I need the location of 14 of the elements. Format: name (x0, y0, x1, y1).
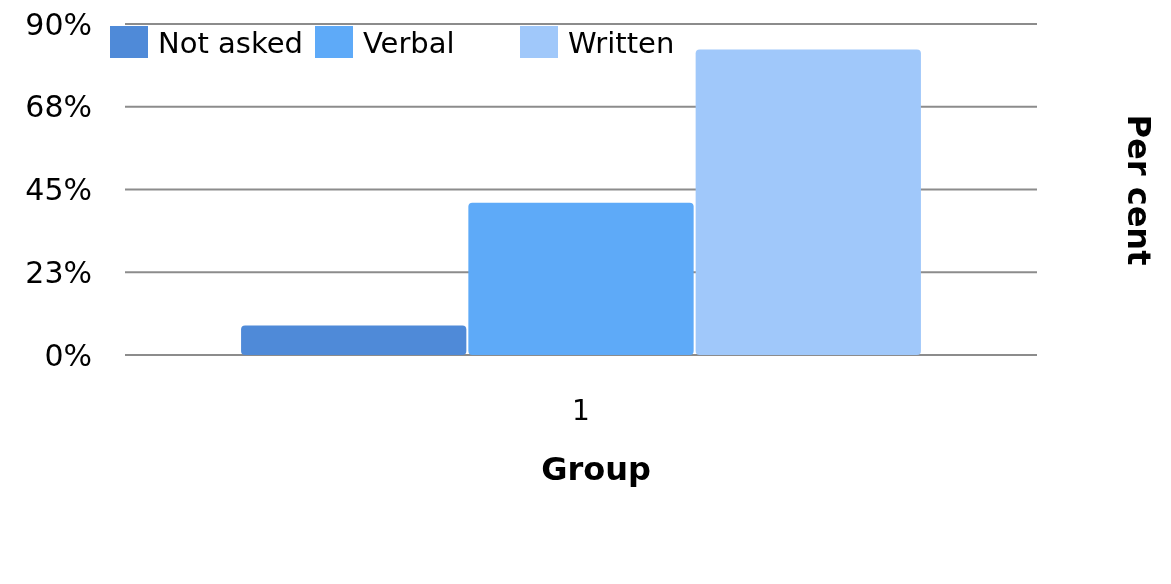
y-axis-title: Per cent (1120, 114, 1158, 266)
y-tick-label: 90% (25, 6, 92, 42)
x-tick-label: 1 (572, 394, 590, 427)
bar (695, 49, 921, 355)
y-tick-label: 23% (25, 254, 92, 290)
y-tick-label: 45% (25, 172, 92, 207)
y-tick-label: 68% (25, 89, 92, 125)
legend-label: Written (568, 26, 675, 60)
x-axis-title: Group (541, 450, 651, 488)
bar (468, 202, 694, 355)
bar (241, 325, 467, 355)
legend-label: Not asked (158, 26, 303, 60)
legend-label: Verbal (363, 26, 455, 60)
y-tick-label: 0% (44, 337, 92, 373)
